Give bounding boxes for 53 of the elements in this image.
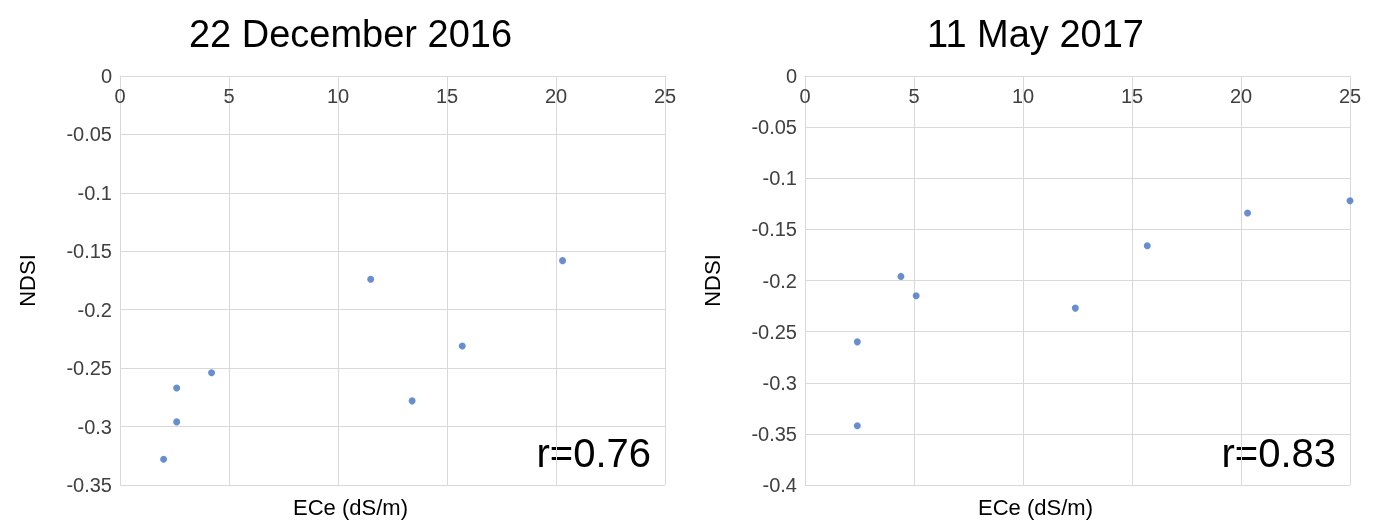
x-tick-label: 10	[326, 85, 350, 107]
point	[160, 455, 168, 463]
y-tick-label: -0.3	[77, 415, 112, 438]
y-tick-label: -0.15	[66, 240, 112, 263]
point	[912, 292, 920, 300]
y-tick-label: -0.2	[762, 269, 797, 292]
point	[897, 272, 905, 280]
x-tick-label: 10	[1011, 85, 1035, 107]
point	[853, 422, 861, 430]
point	[1244, 209, 1252, 217]
annotation: r=0.76	[536, 431, 651, 475]
y-tick-label: -0.35	[751, 422, 797, 445]
point	[1071, 304, 1079, 312]
y-tick-label: -0.25	[66, 357, 112, 380]
chart-title: 11 May 2017	[927, 13, 1144, 55]
point	[367, 275, 375, 283]
y-tick-label: -0.35	[66, 474, 112, 496]
x-tick-label: 0	[799, 85, 811, 107]
x-tick-label: 5	[908, 85, 920, 107]
point	[1143, 242, 1151, 250]
y-tick-label: 0	[100, 65, 112, 87]
y-tick-label: -0.25	[751, 320, 797, 343]
x-tick-label: 15	[1120, 85, 1144, 107]
y-tick-label: -0.05	[751, 116, 797, 139]
x-axis-title: ECe (dS/m)	[978, 494, 1093, 520]
x-tick-label: 20	[544, 85, 568, 107]
point	[853, 338, 861, 346]
y-tick-label: -0.3	[762, 371, 797, 394]
y-tick-label: -0.1	[77, 181, 112, 204]
y-tick-label: -0.4	[762, 474, 797, 496]
point	[559, 257, 567, 265]
y-tick-label: 0	[785, 65, 797, 87]
x-axis-title: ECe (dS/m)	[293, 494, 408, 520]
point	[408, 397, 416, 405]
x-tick-label: 20	[1229, 85, 1253, 107]
y-tick-label: -0.15	[751, 218, 797, 241]
x-tick-label: 0	[114, 85, 126, 107]
x-tick-label: 25	[1338, 85, 1362, 107]
point	[208, 369, 216, 377]
x-tick-label: 5	[223, 85, 235, 107]
y-axis-title: NDSI	[14, 254, 40, 307]
y-tick-label: -0.2	[77, 298, 112, 321]
annotation: r=0.83	[1221, 431, 1336, 475]
point	[173, 418, 181, 426]
x-tick-label: 15	[435, 85, 459, 107]
point	[458, 342, 466, 350]
x-tick-label: 25	[653, 85, 677, 107]
point	[1346, 197, 1354, 205]
point	[173, 384, 181, 392]
y-axis-title: NDSI	[699, 254, 725, 307]
y-tick-label: -0.1	[762, 167, 797, 190]
chart-title: 22 December 2016	[188, 13, 513, 55]
y-tick-label: -0.05	[66, 123, 112, 146]
